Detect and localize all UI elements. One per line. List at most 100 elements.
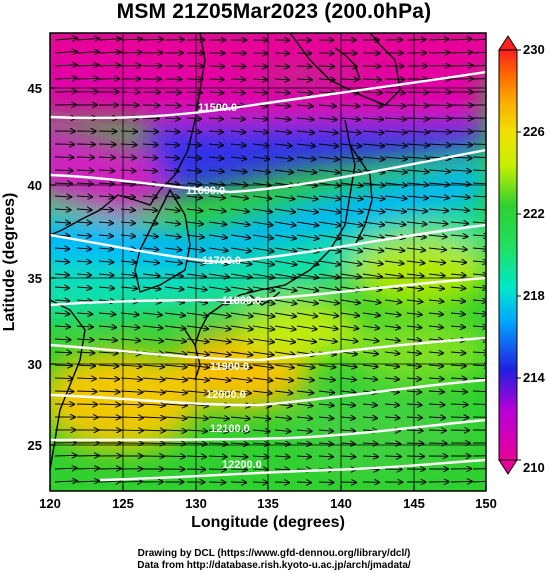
wind-arrow bbox=[252, 235, 273, 238]
wind-arrow bbox=[54, 300, 69, 301]
wind-arrow bbox=[296, 92, 312, 93]
wind-arrow bbox=[450, 481, 472, 482]
wind-arrow bbox=[164, 261, 182, 263]
x-tick-label: 140 bbox=[330, 496, 352, 511]
wind-arrow bbox=[450, 131, 473, 132]
wind-arrow bbox=[384, 313, 401, 315]
wind-arrow bbox=[76, 52, 99, 53]
wind-arrow bbox=[54, 326, 70, 327]
wind-arrow bbox=[186, 105, 202, 106]
wind-arrow bbox=[98, 157, 115, 158]
wind-arrow bbox=[406, 170, 429, 172]
colorbar-tick-label: 230 bbox=[523, 42, 545, 57]
wind-arrow bbox=[318, 234, 341, 239]
wind-arrow bbox=[274, 482, 289, 483]
wind-arrow bbox=[208, 92, 223, 93]
wind-arrow bbox=[186, 404, 208, 406]
wind-arrow bbox=[208, 248, 228, 251]
wind-arrow bbox=[406, 378, 421, 379]
wind-arrow bbox=[252, 325, 274, 329]
wind-arrow bbox=[318, 339, 337, 342]
wind-arrow bbox=[318, 391, 334, 393]
wind-arrow bbox=[98, 144, 116, 145]
wind-arrow bbox=[186, 209, 203, 211]
wind-arrow bbox=[274, 417, 291, 419]
wind-arrow bbox=[296, 417, 312, 419]
wind-arrow bbox=[76, 287, 91, 288]
wind-arrow bbox=[450, 378, 466, 379]
y-tick-label: 45 bbox=[28, 81, 42, 96]
wind-arrow bbox=[230, 352, 252, 355]
wind-arrow bbox=[428, 248, 446, 250]
wind-arrow bbox=[164, 209, 180, 211]
wind-arrow bbox=[142, 235, 158, 237]
wind-arrow bbox=[406, 157, 429, 159]
wind-arrow bbox=[142, 157, 157, 158]
wind-arrow bbox=[340, 183, 363, 186]
wind-arrow bbox=[76, 38, 99, 40]
wind-arrow bbox=[472, 481, 486, 483]
wind-arrow bbox=[472, 196, 486, 197]
wind-arrow bbox=[428, 352, 443, 353]
wind-arrow bbox=[54, 365, 72, 366]
wind-arrow bbox=[186, 287, 207, 290]
wind-arrow bbox=[54, 391, 73, 392]
wind-arrow bbox=[428, 274, 445, 276]
wind-arrow bbox=[164, 443, 186, 444]
wind-arrow bbox=[450, 404, 468, 405]
wind-arrow bbox=[318, 378, 335, 380]
wind-arrow bbox=[186, 157, 201, 158]
wind-arrow bbox=[296, 170, 316, 173]
wind-arrow bbox=[98, 313, 115, 314]
wind-arrow bbox=[274, 469, 289, 470]
wind-arrow bbox=[120, 52, 141, 53]
contour-label: 12100.0 bbox=[210, 423, 250, 435]
wind-arrow bbox=[54, 378, 73, 379]
wind-arrow bbox=[428, 222, 447, 224]
wind-arrow bbox=[318, 221, 341, 225]
wind-arrow bbox=[252, 118, 268, 119]
wind-arrow bbox=[142, 326, 163, 328]
wind-arrow bbox=[362, 248, 383, 251]
wind-arrow bbox=[362, 274, 382, 277]
wind-arrow bbox=[406, 196, 428, 198]
wind-arrow bbox=[450, 65, 473, 66]
wind-arrow bbox=[164, 157, 179, 158]
wind-arrow bbox=[428, 326, 443, 328]
wind-arrow bbox=[208, 287, 230, 290]
wind-arrow bbox=[362, 326, 379, 328]
colorbar-tick-label: 222 bbox=[523, 206, 545, 221]
wind-arrow bbox=[230, 365, 252, 368]
wind-arrow bbox=[428, 404, 445, 405]
wind-arrow bbox=[472, 130, 486, 132]
colorbar-tick-label: 218 bbox=[523, 288, 545, 303]
wind-arrow bbox=[208, 443, 227, 444]
wind-arrow bbox=[54, 157, 73, 158]
wind-arrow bbox=[252, 144, 269, 146]
wind-arrow bbox=[208, 157, 223, 159]
wind-arrow bbox=[98, 326, 116, 327]
wind-arrow bbox=[76, 78, 98, 79]
wind-arrow bbox=[120, 404, 143, 405]
wind-arrow bbox=[472, 143, 486, 145]
wind-arrow bbox=[384, 417, 399, 418]
wind-arrow bbox=[98, 52, 120, 53]
wind-arrow bbox=[54, 196, 71, 197]
wind-arrow bbox=[164, 352, 186, 354]
wind-arrow bbox=[340, 391, 355, 393]
wind-arrow bbox=[472, 78, 486, 80]
wind-arrow bbox=[76, 157, 94, 158]
wind-arrow bbox=[384, 196, 406, 199]
wind-arrow bbox=[120, 339, 140, 341]
wind-arrow bbox=[164, 144, 179, 145]
x-tick-label: 135 bbox=[257, 496, 279, 511]
wind-arrow bbox=[406, 261, 424, 263]
wind-arrow bbox=[186, 183, 202, 185]
y-tick-label: 30 bbox=[28, 357, 42, 372]
wind-arrow bbox=[54, 455, 76, 456]
wind-arrow bbox=[186, 326, 208, 329]
wind-arrow bbox=[76, 170, 94, 171]
wind-arrow bbox=[472, 38, 486, 41]
wind-arrow bbox=[428, 430, 446, 431]
